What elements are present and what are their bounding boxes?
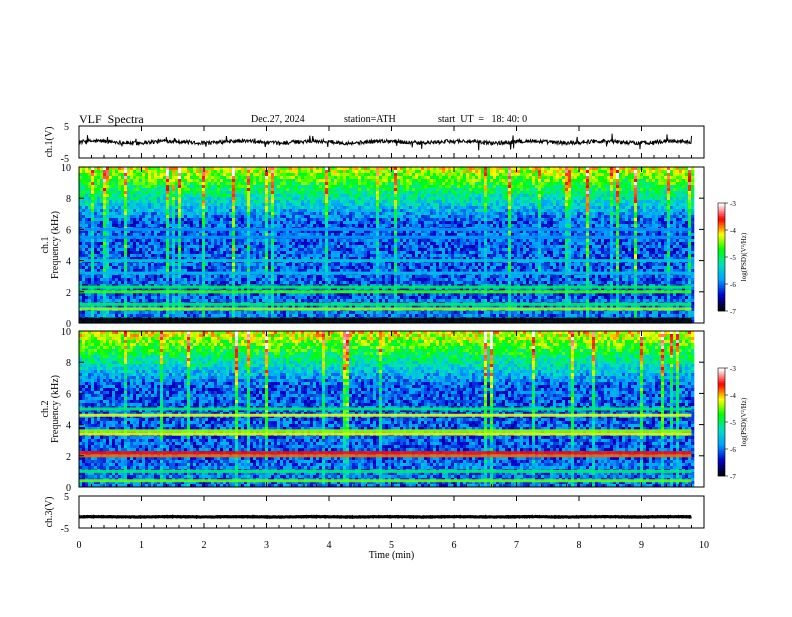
start-time-label: start UT = 18: 40: 0 [438,114,527,125]
x-tick-label-3: 3 [264,540,269,551]
ch1-spectrogram-colorbar-tick-label-4: -7 [730,308,736,316]
ch3-waveform-trace [79,516,692,517]
date-label: Dec.27, 2024 [251,114,305,125]
ch1-waveform-ytick-label-0: 5 [64,122,69,133]
x-tick-label-1: 1 [139,540,144,551]
ch2-spectrogram-colorbar-tick-label-3: -6 [730,446,736,454]
ch2-spectrogram-colorbar-image [718,368,725,476]
ch3-waveform-ytick-label-0: 5 [64,492,69,503]
x-tick-label-0: 0 [77,540,82,551]
ch2-spectrogram-colorbar-tick-label-4: -7 [730,473,736,481]
ch1-spectrogram-band-5 [79,272,692,275]
ch1-spectrogram-ytick-label-5: 10 [61,163,71,174]
ch1-spectrogram-band-3 [79,290,692,293]
ch2-spectrogram-band-5 [79,429,692,432]
station-label: station=ATH [344,114,396,125]
x-tick-label-7: 7 [514,540,519,551]
x-tick-label-2: 2 [202,540,207,551]
ch1-spectrogram-band-7 [79,236,692,239]
ch2-spectrogram-ytick-label-3: 6 [66,389,71,400]
ch2-spectrogram-colorbar-tick-label-1: -4 [730,392,736,400]
ch3-waveform-ylabel: ch.3(V) [44,497,55,528]
ch1-spectrogram-ytick-label-3: 6 [66,225,71,236]
ch1-spectrogram-colorbar-tick-label-1: -4 [730,227,736,235]
ch2-spectrogram-band-1 [79,470,692,473]
ch1-spectrogram-band-8 [79,228,692,231]
ch1-spectrogram-ytick-label-1: 2 [66,288,71,299]
ch1-waveform-ylabel: ch.1(V) [44,127,55,158]
ch2-spectrogram-band-6 [79,414,692,417]
ch2-spectrogram-ytick-label-4: 8 [66,358,71,369]
ch1-spectrogram-colorbar-tick-label-0: -3 [730,200,736,208]
ch2-spectrogram-band-3 [79,451,692,454]
ch1-spectrogram-band-2 [79,303,692,306]
x-tick-label-4: 4 [327,540,332,551]
ch2-spectrogram-band-2 [79,454,692,457]
ch1-spectrogram-colorbar-tick-label-2: -5 [730,254,736,262]
x-axis-label: Time (min) [369,550,414,561]
x-tick-label-8: 8 [577,540,582,551]
ch1-spectrogram-ytick-label-2: 4 [66,257,71,268]
x-tick-label-10: 10 [699,540,709,551]
figure-title: VLF Spectra [79,112,144,127]
ch2-spectrogram-band-4 [79,432,692,435]
ch2-spectrogram-ytick-label-1: 2 [66,452,71,463]
ch2-spectrogram-colorbar-tick-label-0: -3 [730,365,736,373]
ch1-spectrogram-image [79,167,694,323]
ch1-spectrogram-band-6 [79,259,692,262]
ch3-waveform-ytick-label-1: -5 [61,524,69,535]
ch2-spectrogram-ytick-label-2: 4 [66,421,71,432]
ch1-spectrogram-colorbar-image [718,203,725,311]
ch1-spectrogram-ytick-label-4: 8 [66,194,71,205]
ch1-spectrogram-band-4 [79,286,692,289]
ch2-spectrogram-ylabel2: Frequency (kHz) [50,375,61,443]
ch1-spectrogram-colorbar-label: log(PSD)(V²/Hz) [740,232,748,281]
ch1-spectrogram-colorbar-tick-label-3: -6 [730,281,736,289]
ch1-spectrogram-ylabel2: Frequency (kHz) [50,211,61,279]
ch1-spectrogram-band-1 [79,307,692,310]
x-tick-label-6: 6 [452,540,457,551]
ch2-spectrogram-band-7 [79,408,692,411]
ch2-spectrogram-colorbar-label: log(PSD)(V²/Hz) [740,397,748,446]
ch2-spectrogram-ytick-label-5: 10 [61,327,71,338]
ch2-spectrogram-colorbar-tick-label-2: -5 [730,419,736,427]
x-tick-label-9: 9 [639,540,644,551]
ch2-spectrogram-band-0 [79,479,692,482]
